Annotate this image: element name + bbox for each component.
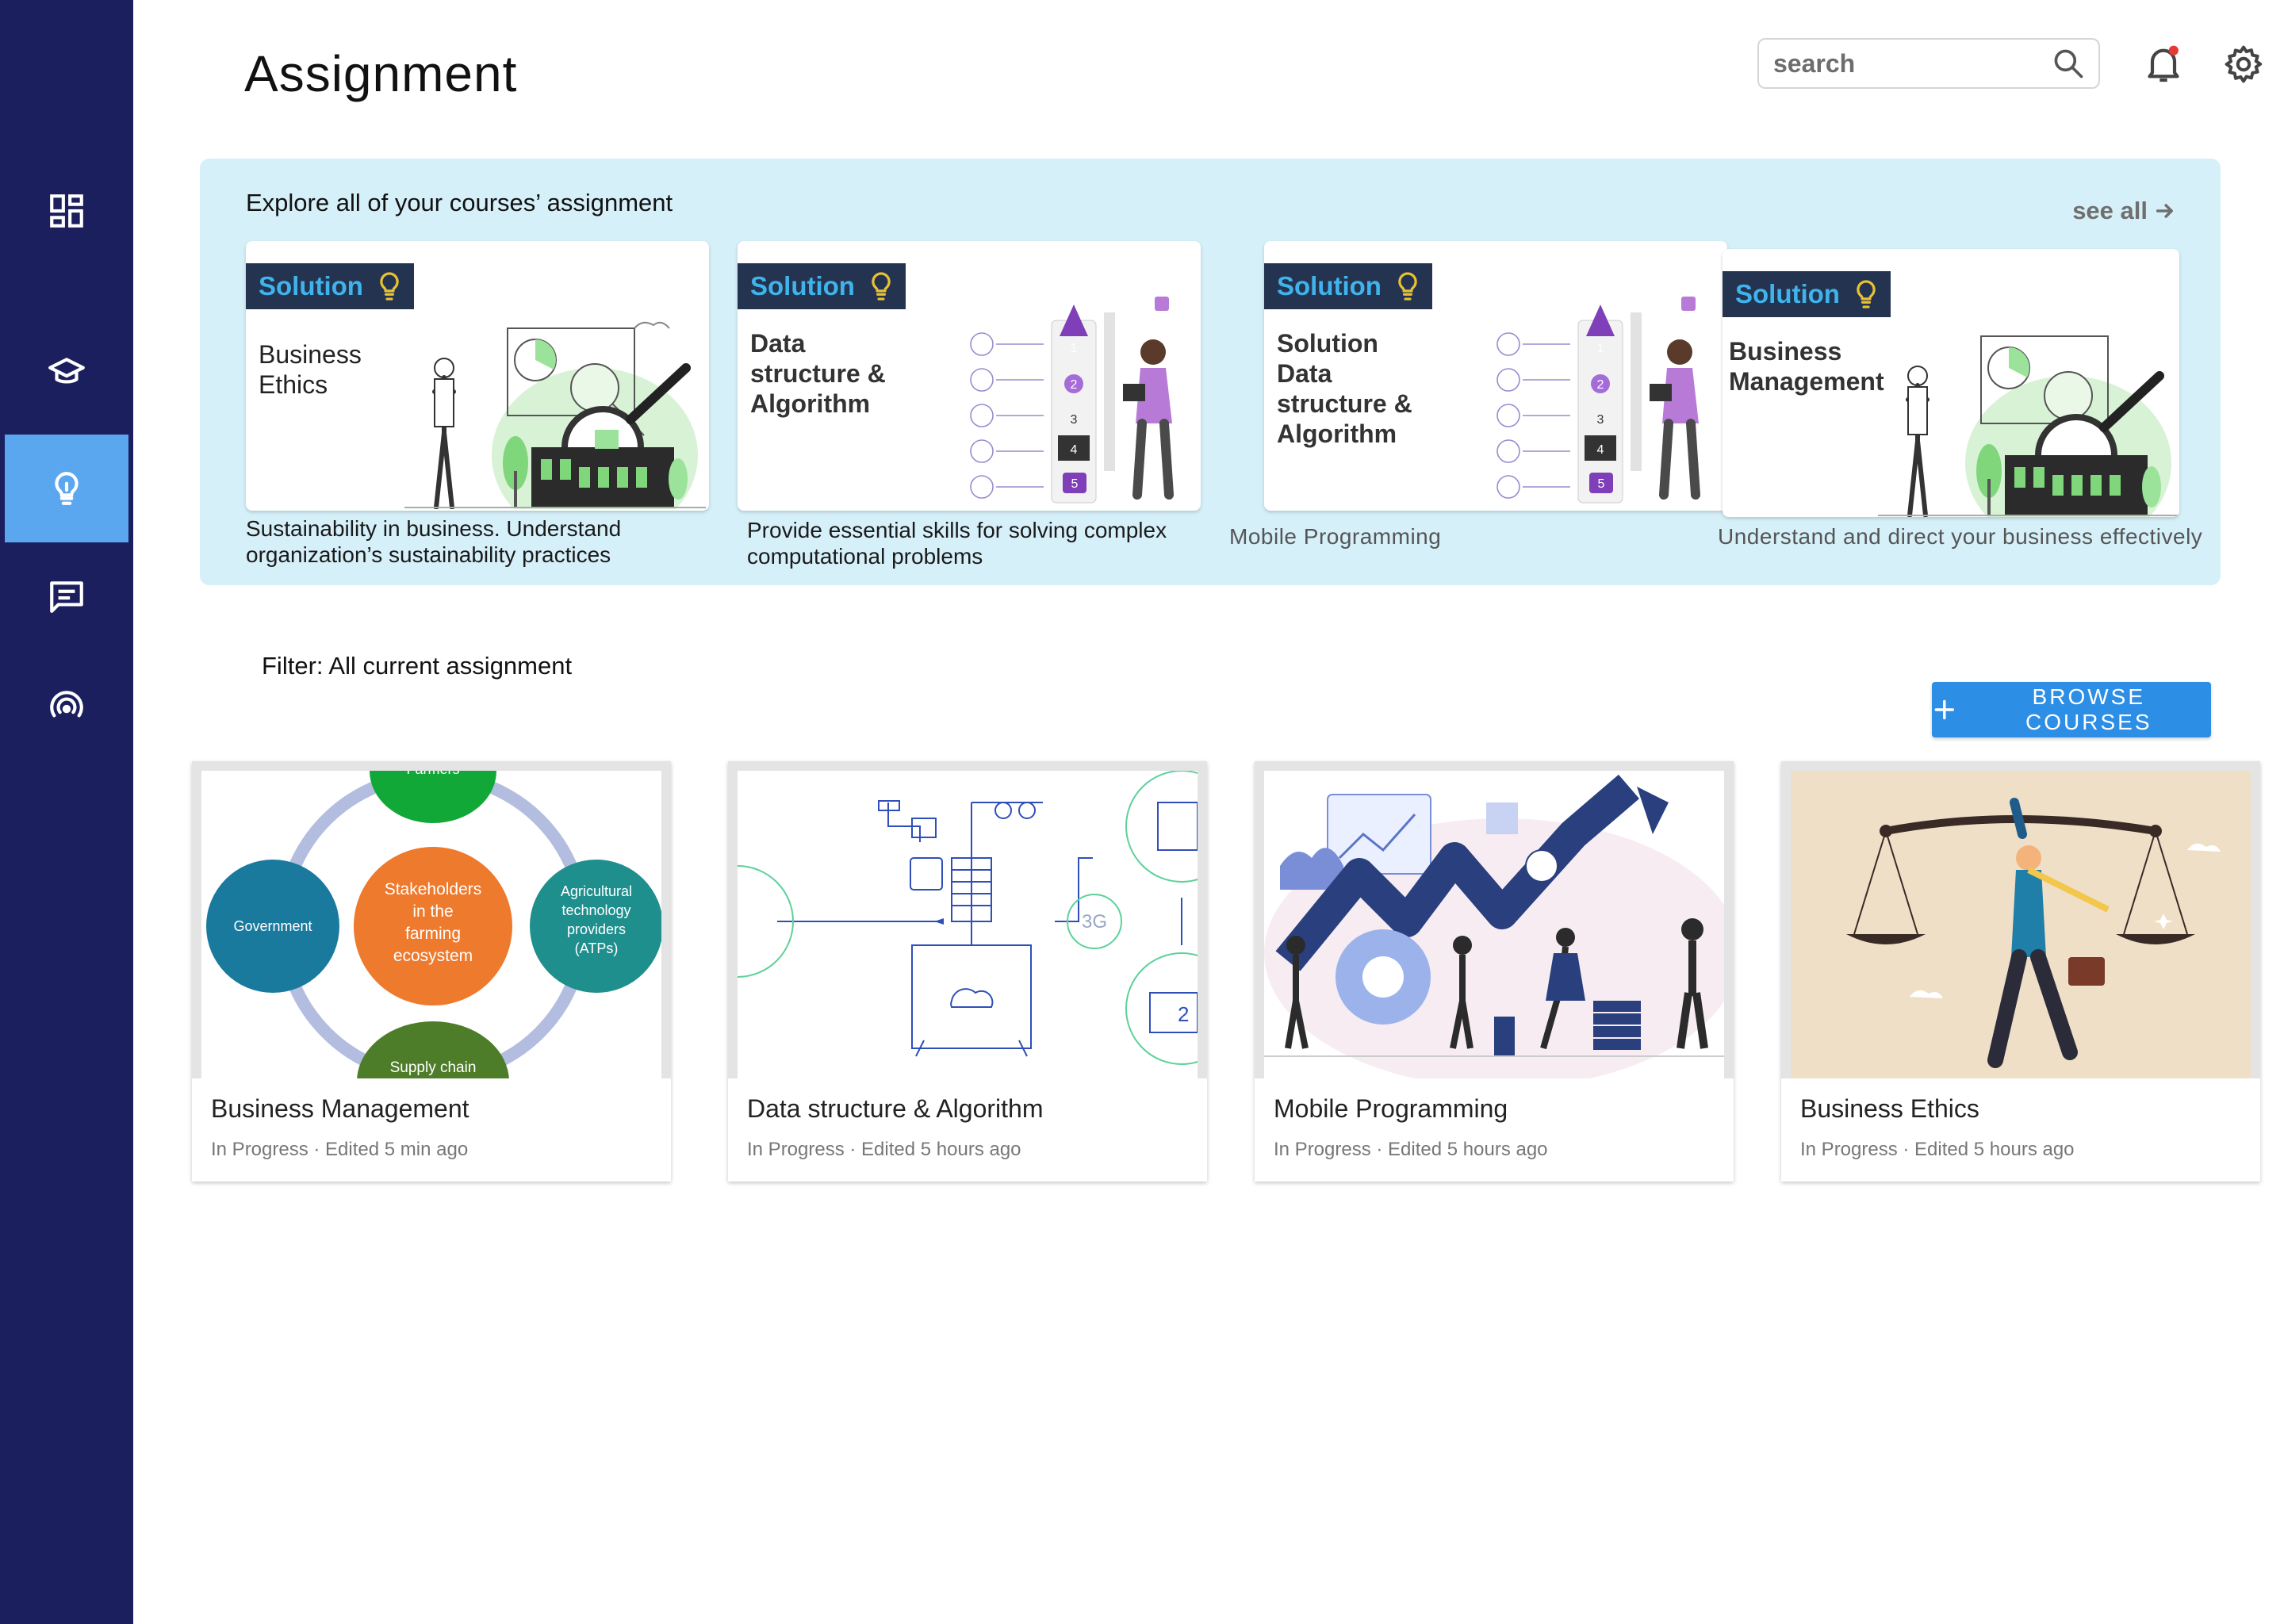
course-status: In Progress · Edited 5 min ago [211, 1139, 469, 1160]
lightbulb-icon [380, 272, 399, 301]
solution-badge: Solution [1264, 263, 1432, 309]
stakeholder-diagram: Farmers Government Stakeholders in the f… [201, 771, 661, 1078]
iot-network-diagram: 3G 2 [738, 771, 1198, 1078]
course-status: In Progress · Edited 5 hours ago [1274, 1139, 1548, 1160]
solution-card-mobile-programming[interactable]: Solution Solution Data structure & Algor… [1264, 241, 1727, 511]
course-card-data-structure[interactable]: 3G 2 Data structure & Algorithm In Progr… [728, 761, 1207, 1182]
notification-bell-icon[interactable] [2141, 41, 2186, 86]
course-status: In Progress · Edited 5 hours ago [1800, 1139, 2075, 1160]
card-heading: Solution Data structure & Algorithm [1277, 329, 1412, 448]
solution-badge: Solution [738, 263, 906, 309]
flow-step-3: 3 [1071, 413, 1078, 427]
svg-text:(ATPs): (ATPs) [575, 940, 619, 956]
flow-step-4: 4 [1071, 443, 1078, 457]
broadcast-icon [50, 691, 83, 718]
svg-text:ecosystem: ecosystem [393, 947, 473, 965]
see-all-label: see all [2072, 197, 2148, 224]
flow-step-1: 1 [1597, 342, 1604, 355]
flow-step-1: 1 [1071, 342, 1078, 355]
message-icon [50, 581, 83, 613]
sidebar-item-dashboard[interactable] [5, 157, 128, 265]
card-description: Understand and direct your business effe… [1718, 524, 2203, 549]
search-box[interactable] [1757, 38, 2100, 89]
course-card-business-ethics[interactable]: Business Ethics In Progress · Edited 5 h… [1781, 761, 2260, 1182]
course-thumbnail [1781, 761, 2260, 1078]
search-input[interactable] [1773, 48, 2043, 79]
flow-step-2: 2 [1597, 378, 1604, 392]
svg-text:Farmers: Farmers [407, 771, 460, 777]
page-title: Assignment [244, 45, 518, 102]
dashboard-icon [50, 194, 83, 228]
card-description: Sustainability in business. Understand o… [246, 516, 622, 567]
banner-title: Explore all of your courses’ assignment [246, 189, 673, 216]
lightbulb-icon [1857, 280, 1876, 308]
sidebar-item-messages[interactable] [5, 542, 128, 650]
svg-text:Supply chain: Supply chain [390, 1059, 477, 1076]
flow-step-2: 2 [1071, 378, 1078, 392]
lightbulb-icon [872, 272, 891, 301]
solution-card-data-structure[interactable]: Solution Data structure & Algorithm 1 [738, 241, 1201, 511]
svg-text:Agricultural: Agricultural [561, 883, 632, 899]
search-icon[interactable] [2051, 46, 2086, 81]
flow-step-5: 5 [1071, 477, 1079, 491]
growth-team-illustration [1264, 771, 1724, 1078]
sidebar-item-assignment[interactable] [5, 435, 128, 542]
course-card-business-management[interactable]: Farmers Government Stakeholders in the f… [192, 761, 671, 1182]
card-description: Provide essential skills for solving com… [747, 518, 1167, 569]
svg-text:providers: providers [567, 921, 626, 937]
algorithm-flow-illustration: 1 2 3 4 5 [1496, 297, 1700, 504]
svg-text:farming: farming [405, 925, 461, 943]
svg-text:Stakeholders: Stakeholders [385, 880, 482, 898]
algorithm-flow-illustration: 1 2 3 4 5 [970, 297, 1174, 504]
svg-text:in the: in the [412, 902, 453, 921]
course-title[interactable]: Data structure & Algorithm [747, 1094, 1044, 1123]
sidebar [0, 0, 133, 1624]
business-ethics-illustration [404, 321, 706, 509]
course-card-mobile-programming[interactable]: Mobile Programming In Progress · Edited … [1255, 761, 1734, 1182]
assignment-banner: Explore all of your courses’ assignment … [200, 159, 2221, 585]
solution-card-business-ethics[interactable]: Solution Business Ethics [246, 241, 709, 511]
settings-gear-icon[interactable] [2222, 43, 2265, 86]
card-heading: Business Ethics [259, 340, 362, 399]
balance-scale-illustration [1791, 771, 2251, 1078]
solution-card-business-management[interactable]: Solution Business Management [1723, 249, 2179, 517]
flow-step-3: 3 [1597, 413, 1604, 427]
svg-text:2: 2 [1178, 1002, 1189, 1026]
card-description: Mobile Programming [1229, 524, 1442, 549]
course-status: In Progress · Edited 5 hours ago [747, 1139, 1021, 1160]
card-heading: Business Management [1729, 337, 1884, 396]
course-title[interactable]: Business Management [211, 1094, 469, 1123]
filter-label[interactable]: Filter: All current assignment [262, 652, 573, 680]
see-all-link[interactable]: see all [2072, 197, 2176, 225]
arrow-right-icon [2156, 204, 2173, 218]
business-management-illustration [1878, 335, 2179, 517]
solution-badge: Solution [246, 263, 414, 309]
course-thumbnail [1255, 761, 1734, 1078]
svg-text:3G: 3G [1082, 911, 1107, 933]
lightbulb-icon [1398, 272, 1417, 301]
browse-courses-label: BROWSE COURSES [2025, 684, 2152, 734]
lightbulb-icon [55, 472, 79, 505]
flow-step-4: 4 [1597, 443, 1604, 457]
sidebar-item-courses[interactable] [5, 319, 128, 427]
flow-step-5: 5 [1598, 477, 1605, 491]
course-thumbnail: 3G 2 [728, 761, 1207, 1078]
svg-text:technology: technology [561, 902, 630, 918]
solution-badge: Solution [1723, 271, 1891, 317]
browse-courses-button[interactable]: BROWSE COURSES [1932, 682, 2211, 737]
plus-icon [1934, 699, 1955, 720]
svg-text:Government: Government [233, 918, 312, 934]
course-title[interactable]: Business Ethics [1800, 1094, 1979, 1123]
graduation-cap-icon [48, 358, 85, 384]
card-heading: Data structure & Algorithm [750, 329, 886, 418]
course-title[interactable]: Mobile Programming [1274, 1094, 1508, 1123]
sidebar-item-live[interactable] [5, 653, 128, 761]
course-thumbnail: Farmers Government Stakeholders in the f… [192, 761, 671, 1078]
